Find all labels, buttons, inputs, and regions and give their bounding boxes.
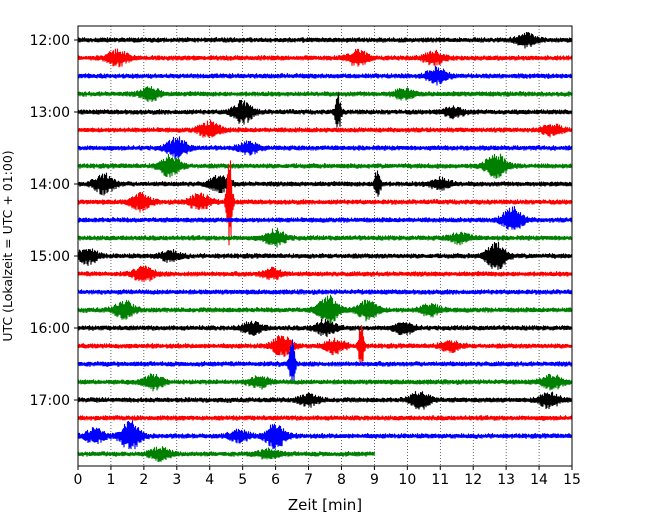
- trace-line-1530: [77, 289, 573, 295]
- trace-line-1430: [77, 206, 573, 230]
- x-tick-label: 15: [563, 472, 581, 488]
- x-tick-label: 0: [74, 472, 83, 488]
- trace-line-1315: [77, 119, 573, 138]
- x-tick-label: 6: [271, 472, 280, 488]
- trace-line-1715: [77, 415, 573, 421]
- x-tick-label: 5: [238, 472, 247, 488]
- y-tick-label: 16:00: [30, 321, 70, 337]
- x-tick-label: 7: [304, 472, 313, 488]
- y-tick-label: 13:00: [30, 105, 70, 121]
- trace-layer: [77, 31, 573, 462]
- trace-line-1215: [77, 48, 573, 68]
- x-tick-label: 3: [172, 472, 181, 488]
- y-axis-label: UTC (Lokalzeit = UTC + 01:00): [0, 150, 15, 341]
- x-tick-label: 14: [530, 472, 548, 488]
- y-axis-ticks: 12:00 13:00 14:00 15:00 16:00 17:00: [30, 33, 78, 409]
- trace-line-1615: [77, 325, 573, 366]
- trace-line-1745: [77, 446, 376, 462]
- x-tick-label: 11: [431, 472, 449, 488]
- trace-line-1345: [77, 153, 573, 179]
- grid-layer: [110, 26, 540, 466]
- x-tick-label: 13: [497, 472, 515, 488]
- x-tick-label: 1: [106, 472, 115, 488]
- x-tick-label: 10: [398, 472, 416, 488]
- y-tick-label: 12:00: [30, 33, 70, 49]
- trace-line-1300: [77, 92, 573, 128]
- trace-line-1230: [77, 65, 573, 86]
- x-tick-label: 8: [337, 472, 346, 488]
- trace-line-1200: [77, 31, 573, 49]
- y-tick-label: 15:00: [30, 249, 70, 265]
- trace-line-1700: [77, 391, 573, 410]
- trace-line-1400: [77, 170, 573, 197]
- trace-line-1630: [77, 339, 573, 385]
- y-tick-label: 14:00: [30, 177, 70, 193]
- plot-frame: [77, 25, 573, 467]
- trace-line-1445: [77, 227, 573, 248]
- x-axis-label: Zeit [min]: [288, 496, 362, 514]
- trace-line-1645: [77, 373, 573, 392]
- trace-line-1515: [77, 265, 573, 283]
- trace-line-1545: [77, 294, 573, 324]
- trace-line-1730: [77, 420, 573, 450]
- x-tick-label: 12: [464, 472, 482, 488]
- trace-line-1600: [77, 319, 573, 338]
- trace-line-1245: [77, 86, 573, 102]
- x-tick-label: 4: [205, 472, 214, 488]
- x-axis-ticks: 0 1 2 3 4 5 6 7 8 9 10 11 12 13 14 15: [74, 466, 581, 488]
- trace-line-1330: [77, 136, 573, 160]
- x-tick-label: 2: [139, 472, 148, 488]
- trace-line-1415: [77, 160, 573, 246]
- x-tick-label: 9: [370, 472, 379, 488]
- plot-area-background: [78, 26, 572, 466]
- trace-line-1500: [77, 241, 573, 270]
- y-tick-label: 17:00: [30, 393, 70, 409]
